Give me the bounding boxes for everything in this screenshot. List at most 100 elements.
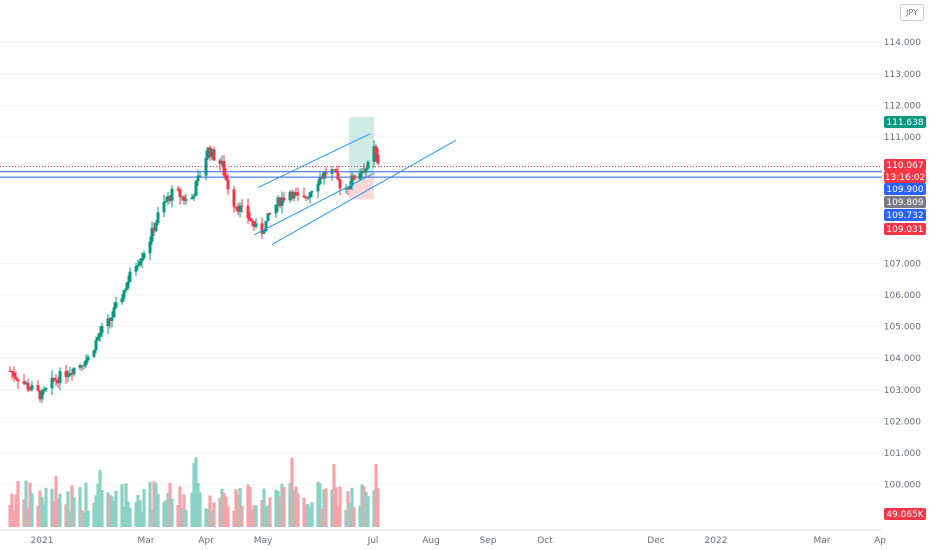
volume-bar	[12, 510, 16, 527]
volume-bar	[374, 464, 378, 527]
volume-bar	[250, 509, 254, 527]
volume-bar	[264, 506, 268, 527]
candle-body	[94, 340, 98, 351]
candle-body	[184, 199, 188, 201]
candle-body	[276, 197, 280, 205]
volume-bar	[66, 491, 70, 527]
volume-bar	[30, 493, 34, 527]
candle-body	[140, 258, 144, 262]
volume-bar	[164, 500, 168, 527]
time-tick-label: Mar	[814, 536, 831, 546]
price-tick-label: 102.000	[884, 417, 921, 427]
volume-bar	[50, 488, 54, 527]
candle-body	[36, 385, 40, 391]
volume-bar	[54, 476, 58, 527]
volume-bar	[218, 497, 222, 527]
candle-body	[232, 189, 236, 207]
candle-body	[114, 302, 118, 308]
volume-bar	[44, 487, 48, 527]
volume-bar	[204, 508, 208, 527]
volume-bar	[376, 488, 380, 527]
volume-bar	[122, 506, 126, 527]
price-tick-label: 106.000	[884, 291, 921, 301]
channel-upper-line[interactable]	[257, 133, 371, 189]
candle-body	[166, 196, 170, 201]
candle-body	[238, 205, 242, 212]
volume-bar	[304, 504, 308, 527]
candle-body	[58, 371, 62, 384]
candle-body	[112, 307, 116, 318]
channel-lower-line[interactable]	[271, 139, 457, 245]
volume-bar	[334, 487, 338, 527]
price-tag-label: 109.809	[886, 198, 923, 208]
volume-bar	[176, 504, 180, 527]
volume-bar	[306, 503, 310, 527]
channel-middle-line[interactable]	[253, 172, 375, 236]
volume-tag-bg	[884, 508, 926, 520]
volume-bar	[278, 496, 282, 527]
candle-body	[254, 223, 258, 227]
volume-bar	[248, 486, 252, 527]
candle-body	[332, 169, 336, 171]
volume-bar	[210, 510, 214, 527]
volume-bar	[274, 489, 278, 527]
candle-body	[136, 265, 140, 267]
volume-bar	[196, 483, 200, 527]
volume-bar	[106, 492, 110, 527]
time-tick-label: 2022	[705, 536, 728, 546]
horizontal-levels[interactable]	[0, 165, 882, 178]
volume-bar	[212, 502, 216, 527]
candle-body	[98, 332, 102, 337]
volume-bar	[8, 504, 12, 527]
volume-bar	[302, 497, 306, 527]
long-position-tool[interactable]	[349, 116, 374, 200]
candle-body	[30, 385, 34, 390]
time-axis[interactable]: 2021 Mar Apr May Jul Aug Sep Oct Dec 2022 Mar Ap	[0, 529, 886, 546]
price-tag-bg	[884, 171, 926, 183]
volume-bar	[288, 482, 292, 527]
volume-bar	[148, 481, 152, 527]
candle-body	[50, 377, 54, 389]
price-tag-label: 110.067	[886, 161, 923, 171]
candle-body	[126, 281, 130, 289]
volume-bar	[366, 496, 370, 527]
volume-bar	[190, 492, 194, 527]
candle-body	[224, 175, 228, 180]
candle-body	[358, 173, 362, 180]
candle-body	[222, 161, 226, 176]
volume-bar	[140, 512, 144, 527]
candle-body	[182, 196, 186, 201]
candle-body	[124, 288, 128, 291]
volume-bar	[150, 510, 154, 527]
candle-body	[70, 373, 74, 375]
candle-body	[148, 241, 152, 254]
candle-body	[292, 192, 296, 199]
volume-bar	[236, 494, 240, 527]
candle-body	[336, 172, 340, 180]
volume-bar	[120, 484, 124, 527]
candle-body	[120, 298, 124, 303]
volume-bar	[136, 494, 140, 527]
candle-body	[154, 222, 158, 232]
price-axis[interactable]: 114.000 113.000 112.000 111.000 107.000 106.0…	[884, 38, 921, 490]
candle-body	[138, 261, 142, 266]
volume-bar	[318, 483, 322, 527]
volume-bar	[346, 491, 350, 527]
candle-body	[96, 336, 100, 341]
currency-badge[interactable]: JPY	[900, 4, 924, 21]
candle-body	[274, 204, 278, 214]
candle-body	[162, 201, 166, 213]
candle-body	[334, 169, 338, 173]
price-tick-label: 105.000	[884, 323, 921, 333]
candle-body	[252, 221, 256, 227]
volume-bar	[240, 505, 244, 527]
volume-bar	[154, 482, 158, 527]
candle-body	[348, 185, 352, 190]
volume-bar	[26, 507, 30, 527]
price-tag-bg	[884, 116, 926, 128]
candle-body	[66, 375, 70, 377]
candle-body	[110, 317, 114, 321]
position-target-zone[interactable]	[349, 116, 374, 175]
parallel-channel[interactable]	[253, 133, 457, 245]
